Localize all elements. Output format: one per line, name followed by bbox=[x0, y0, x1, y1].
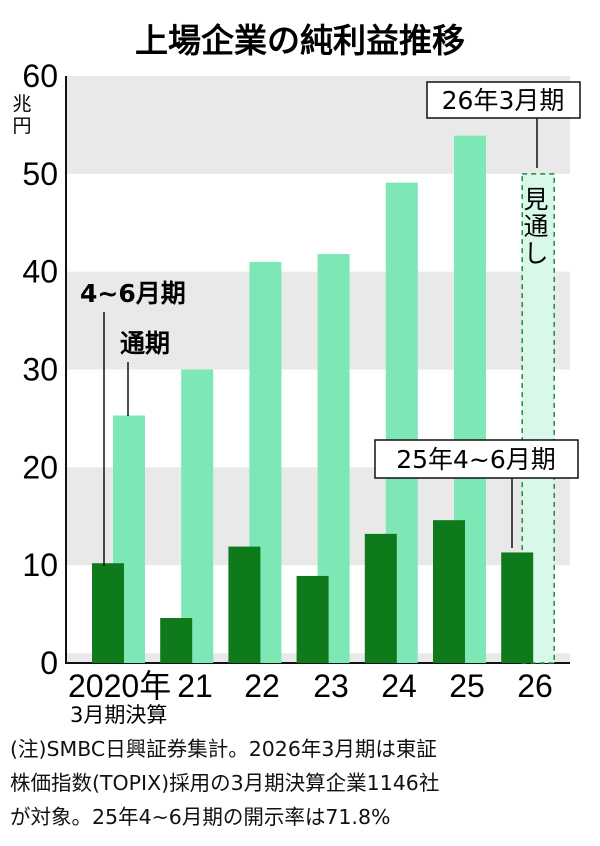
x-axis-ticks: 2020年 21 22 23 24 25 26 bbox=[68, 668, 553, 704]
x-tick-label: 2020年 bbox=[68, 668, 171, 704]
y-tick-label: 50 bbox=[22, 156, 58, 192]
x-tick-label: 22 bbox=[244, 668, 280, 704]
bar-q1 bbox=[228, 546, 261, 663]
forecast-label-char: 通 bbox=[523, 212, 548, 241]
bar-q1 bbox=[501, 552, 534, 663]
callout-forecast-box bbox=[426, 81, 581, 119]
forecast-label-char: 見 bbox=[523, 185, 548, 214]
chart-title: 上場企業の純利益推移 bbox=[135, 21, 465, 60]
footnote-line-3: が対象。25年4~6月期の開示率は71.8% bbox=[10, 805, 391, 829]
bars bbox=[92, 135, 555, 664]
callout-quarter-text: 25年4~6月期 bbox=[396, 445, 556, 474]
bar-annual bbox=[181, 369, 214, 663]
y-tick-label: 40 bbox=[22, 254, 58, 290]
x-tick-label: 21 bbox=[177, 668, 213, 704]
footnote-line-1: (注)SMBC日興証券集計。2026年3月期は東証 bbox=[10, 737, 437, 761]
bar-q1 bbox=[296, 575, 329, 663]
y-tick-label: 30 bbox=[22, 352, 58, 388]
x-axis-sublabel: 3月期決算 bbox=[70, 703, 167, 727]
legend-label-annual: 通期 bbox=[120, 329, 170, 358]
x-tick-label: 26 bbox=[517, 668, 553, 704]
callout-quarter-box bbox=[374, 439, 579, 479]
y-tick-label: 20 bbox=[22, 449, 58, 485]
x-tick-label: 24 bbox=[381, 668, 417, 704]
footnote-line-2: 株価指数(TOPIX)採用の3月期決算企業1146社 bbox=[10, 771, 440, 795]
bar-q1 bbox=[160, 617, 193, 663]
bar-q1 bbox=[433, 520, 465, 663]
footnote: (注)SMBC日興証券集計。2026年3月期は東証 株価指数(TOPIX)採用の… bbox=[10, 732, 595, 834]
x-tick-label: 25 bbox=[449, 668, 485, 704]
y-tick-label: 0 bbox=[40, 645, 58, 681]
y-axis-ticks: 0 10 20 30 40 50 60 bbox=[22, 58, 58, 681]
forecast-label-char: し bbox=[523, 239, 548, 268]
legend-label-q1: 4~6月期 bbox=[80, 279, 186, 308]
bar-q1 bbox=[364, 533, 397, 663]
bar-q1 bbox=[92, 563, 124, 663]
y-unit-char: 円 bbox=[12, 115, 31, 137]
y-tick-label: 10 bbox=[22, 547, 58, 583]
callout-forecast-text: 26年3月期 bbox=[442, 86, 565, 115]
y-tick-label: 60 bbox=[22, 58, 58, 94]
x-tick-label: 23 bbox=[313, 668, 349, 704]
y-unit-char: 兆 bbox=[12, 93, 31, 115]
y-axis-unit: 兆円 bbox=[12, 93, 31, 137]
